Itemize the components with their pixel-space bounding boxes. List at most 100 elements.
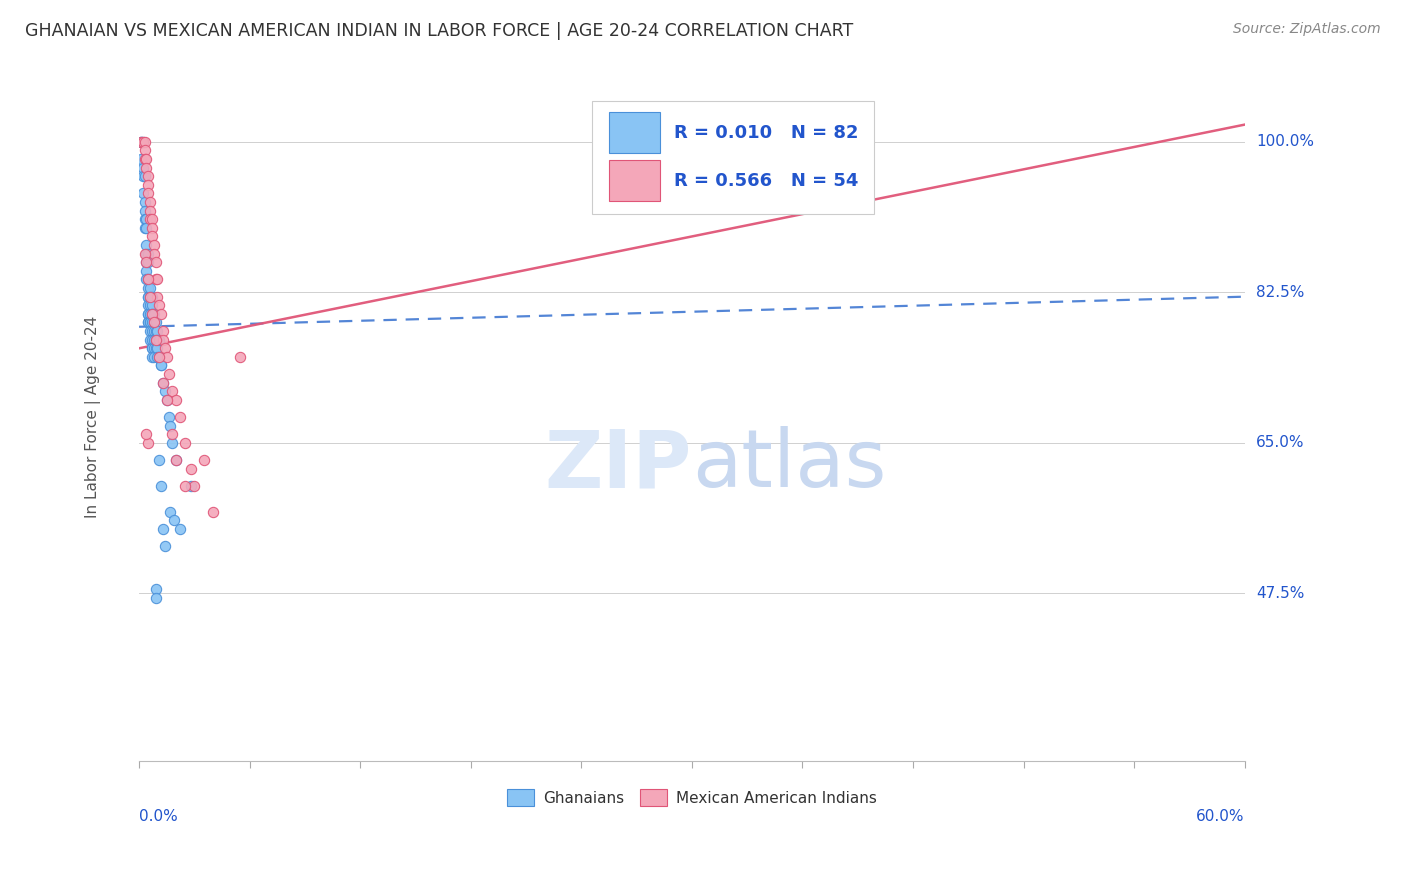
- Point: [139, 281, 162, 295]
- Point: [136, 281, 159, 295]
- Point: [136, 316, 159, 330]
- Point: [141, 350, 163, 364]
- Point: [150, 359, 173, 373]
- Point: [174, 436, 197, 450]
- Point: [136, 272, 159, 286]
- Point: [145, 341, 167, 355]
- Point: [134, 194, 156, 209]
- Point: [142, 307, 165, 321]
- Point: [129, 135, 152, 149]
- Text: 60.0%: 60.0%: [1197, 808, 1244, 823]
- Point: [135, 238, 157, 252]
- Point: [141, 212, 163, 227]
- Point: [136, 272, 159, 286]
- Point: [136, 290, 159, 304]
- Point: [132, 135, 155, 149]
- Point: [145, 316, 167, 330]
- Point: [139, 203, 162, 218]
- Point: [162, 427, 184, 442]
- Point: [141, 324, 163, 338]
- Point: [141, 333, 163, 347]
- Point: [153, 341, 176, 355]
- Point: [152, 376, 174, 390]
- Point: [152, 333, 174, 347]
- Point: [139, 194, 162, 209]
- Point: [146, 333, 169, 347]
- Point: [145, 582, 167, 597]
- Point: [159, 505, 181, 519]
- Point: [135, 220, 157, 235]
- Point: [141, 220, 163, 235]
- Point: [183, 479, 205, 493]
- Point: [136, 436, 159, 450]
- Point: [159, 418, 181, 433]
- Point: [163, 513, 186, 527]
- Point: [153, 539, 176, 553]
- FancyBboxPatch shape: [609, 160, 659, 202]
- Point: [146, 324, 169, 338]
- Point: [162, 436, 184, 450]
- Point: [142, 246, 165, 260]
- Point: [169, 522, 191, 536]
- Point: [139, 324, 162, 338]
- Point: [139, 212, 162, 227]
- Point: [145, 591, 167, 605]
- Point: [142, 341, 165, 355]
- Point: [145, 324, 167, 338]
- Point: [134, 144, 156, 158]
- Point: [132, 169, 155, 184]
- Point: [146, 272, 169, 286]
- Point: [136, 307, 159, 321]
- Text: 47.5%: 47.5%: [1256, 586, 1305, 601]
- Point: [136, 298, 159, 312]
- Text: ZIP: ZIP: [544, 426, 692, 504]
- Text: R = 0.010   N = 82: R = 0.010 N = 82: [675, 124, 859, 142]
- Point: [165, 453, 187, 467]
- Point: [145, 255, 167, 269]
- Point: [141, 341, 163, 355]
- Point: [152, 376, 174, 390]
- Point: [169, 410, 191, 425]
- Point: [141, 229, 163, 244]
- Point: [148, 350, 170, 364]
- Point: [136, 255, 159, 269]
- Point: [134, 246, 156, 260]
- Text: GHANAIAN VS MEXICAN AMERICAN INDIAN IN LABOR FORCE | AGE 20-24 CORRELATION CHART: GHANAIAN VS MEXICAN AMERICAN INDIAN IN L…: [25, 22, 853, 40]
- Point: [145, 333, 167, 347]
- Point: [139, 307, 162, 321]
- Point: [150, 359, 173, 373]
- Text: 82.5%: 82.5%: [1256, 285, 1305, 300]
- Point: [156, 392, 179, 407]
- Point: [141, 290, 163, 304]
- Point: [141, 341, 163, 355]
- Point: [180, 479, 202, 493]
- Point: [136, 316, 159, 330]
- Point: [132, 186, 155, 201]
- Point: [136, 307, 159, 321]
- Point: [152, 324, 174, 338]
- Point: [136, 169, 159, 184]
- Point: [136, 290, 159, 304]
- Point: [142, 238, 165, 252]
- Point: [146, 350, 169, 364]
- Point: [193, 453, 215, 467]
- FancyBboxPatch shape: [609, 112, 659, 153]
- Point: [148, 298, 170, 312]
- Point: [134, 203, 156, 218]
- FancyBboxPatch shape: [592, 101, 875, 214]
- Point: [135, 255, 157, 269]
- Point: [152, 522, 174, 536]
- Point: [134, 152, 156, 166]
- Point: [129, 135, 152, 149]
- Text: 100.0%: 100.0%: [1256, 135, 1313, 149]
- Point: [139, 298, 162, 312]
- Point: [135, 255, 157, 269]
- Text: 0.0%: 0.0%: [139, 808, 177, 823]
- Point: [135, 264, 157, 278]
- Point: [136, 186, 159, 201]
- Point: [148, 350, 170, 364]
- Point: [142, 324, 165, 338]
- Point: [162, 384, 184, 399]
- Point: [165, 453, 187, 467]
- Point: [129, 135, 152, 149]
